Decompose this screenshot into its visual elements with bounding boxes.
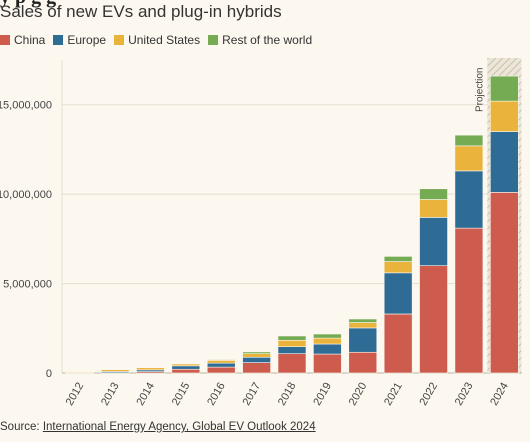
legend-label-rest-of-world: Rest of the world xyxy=(222,33,313,47)
grid-lines xyxy=(61,60,522,374)
y-tick-label: 15,000,000 xyxy=(0,100,52,112)
source-prefix: Source: xyxy=(0,421,43,433)
bar-stack-2015 xyxy=(171,363,201,374)
bar-stack-2017 xyxy=(242,351,271,374)
bar-segment-europe-2020 xyxy=(348,327,378,353)
bar-segment-united-states-2016 xyxy=(206,360,236,364)
bar-segment-united-states-2019 xyxy=(313,337,342,345)
bar-segment-united-states-2014 xyxy=(136,367,165,371)
x-tick-label-2015: 2015 xyxy=(170,381,193,408)
bar-segment-europe-2023 xyxy=(454,170,484,229)
bar-segment-china-2024 xyxy=(490,192,519,374)
bar-segment-united-states-2021 xyxy=(383,261,413,274)
bar-stack-2023 xyxy=(454,134,484,374)
bar-segment-rest-of-the-world-2024 xyxy=(490,75,519,102)
legend-item-rest-of-world: Rest of the world xyxy=(208,33,312,47)
bar-segment-china-2017 xyxy=(242,362,271,374)
bar-segment-rest-of-the-world-2018 xyxy=(277,335,307,341)
bar-stack-2013 xyxy=(100,369,130,374)
chart-subtitle: Sales of new EVs and plug-in hybrids xyxy=(0,2,282,21)
bar-stack-2021 xyxy=(383,256,413,374)
bar-segment-china-2020 xyxy=(348,351,378,374)
x-tick-label-2012: 2012 xyxy=(64,381,87,408)
x-tick-label-2024: 2024 xyxy=(488,381,511,408)
chart-title-partial: y p g g xyxy=(0,0,530,9)
source-note: Source: International Energy Agency, Glo… xyxy=(0,421,316,433)
bar-segment-europe-2021 xyxy=(383,272,413,315)
bar-stack-2022 xyxy=(419,188,448,374)
bar-segment-united-states-2022 xyxy=(419,199,448,218)
bar-stack-2012 xyxy=(65,371,94,374)
bar-segment-rest-of-the-world-2021 xyxy=(383,256,413,262)
y-tick-label: 5,000,000 xyxy=(3,279,52,291)
bar-stack-2014 xyxy=(136,366,165,374)
bar-stack-2024 xyxy=(490,75,519,374)
legend-swatch-europe xyxy=(53,35,64,45)
legend-swatch-united-states xyxy=(114,35,125,45)
x-axis-tick-labels: 2012 2013 2014 2015 2016 2017 2018 2019 2020 2021… xyxy=(64,381,511,408)
bar-segment-united-states-2020 xyxy=(348,322,378,329)
y-axis-tick-labels: 0 5,000,000 10,000,000 15,000,000 xyxy=(0,100,52,380)
legend-label-europe: Europe xyxy=(67,33,107,47)
bar-segment-europe-2024 xyxy=(490,131,519,193)
bar-segment-china-2021 xyxy=(383,313,413,374)
x-tick-label-2018: 2018 xyxy=(276,381,299,408)
bar-segment-europe-2016 xyxy=(206,362,236,368)
x-tick-label-2023: 2023 xyxy=(453,381,476,408)
x-tick-label-2017: 2017 xyxy=(241,381,264,408)
legend-label-china: China xyxy=(14,33,46,47)
x-tick-label-2014: 2014 xyxy=(134,381,157,408)
legend-item-china: China xyxy=(0,33,45,47)
bar-segment-rest-of-the-world-2017 xyxy=(242,351,271,354)
bar-segment-china-2019 xyxy=(313,353,342,374)
bar-segment-rest-of-the-world-2022 xyxy=(419,188,448,200)
bar-segment-europe-2017 xyxy=(242,356,271,363)
bar-segment-rest-of-the-world-2015 xyxy=(171,363,201,365)
bar-segment-united-states-2017 xyxy=(242,353,271,358)
legend-swatch-rest-of-world xyxy=(208,35,219,45)
bar-stack-2018 xyxy=(277,335,307,374)
bar-segment-china-2016 xyxy=(206,366,236,374)
source-link[interactable]: International Energy Agency, Global EV O… xyxy=(42,421,316,433)
bar-segment-rest-of-the-world-2020 xyxy=(348,318,378,323)
y-tick-label: 0 xyxy=(46,368,52,380)
legend-item-united-states: United States xyxy=(114,33,200,47)
legend-swatch-china xyxy=(0,35,10,45)
bar-segment-united-states-2018 xyxy=(277,339,307,348)
bar-segment-rest-of-the-world-2016 xyxy=(206,359,236,361)
bar-segment-united-states-2023 xyxy=(454,145,484,172)
x-tick-label-2013: 2013 xyxy=(99,381,122,408)
bar-segment-china-2015 xyxy=(171,368,201,374)
y-tick-label: 10,000,000 xyxy=(0,189,52,201)
bar-segment-china-2022 xyxy=(419,265,448,374)
bar-segment-china-2023 xyxy=(454,227,484,374)
bar-segment-europe-2019 xyxy=(313,343,342,355)
projection-label: Projection xyxy=(474,68,485,112)
x-tick-label-2022: 2022 xyxy=(418,381,441,408)
bar-segment-rest-of-the-world-2019 xyxy=(313,333,342,339)
bar-segment-europe-2018 xyxy=(277,346,307,354)
x-tick-label-2021: 2021 xyxy=(382,381,405,408)
bar-stack-2020 xyxy=(348,318,378,374)
bar-stack-2016 xyxy=(206,359,236,374)
bar-segment-europe-2022 xyxy=(419,217,448,266)
legend-label-united-states: United States xyxy=(128,33,201,47)
bar-segment-rest-of-the-world-2023 xyxy=(454,134,484,147)
x-tick-label-2016: 2016 xyxy=(205,381,228,408)
bar-stacks xyxy=(65,75,519,374)
bar-stack-2019 xyxy=(313,333,342,374)
bar-segment-europe-2015 xyxy=(171,365,201,370)
chart-legend: China Europe United States Rest of the w… xyxy=(0,33,312,47)
legend-item-europe: Europe xyxy=(53,33,106,47)
x-tick-label-2019: 2019 xyxy=(311,381,334,408)
bar-segment-china-2018 xyxy=(277,353,307,374)
bar-segment-united-states-2024 xyxy=(490,100,519,132)
x-tick-label-2020: 2020 xyxy=(347,381,370,408)
